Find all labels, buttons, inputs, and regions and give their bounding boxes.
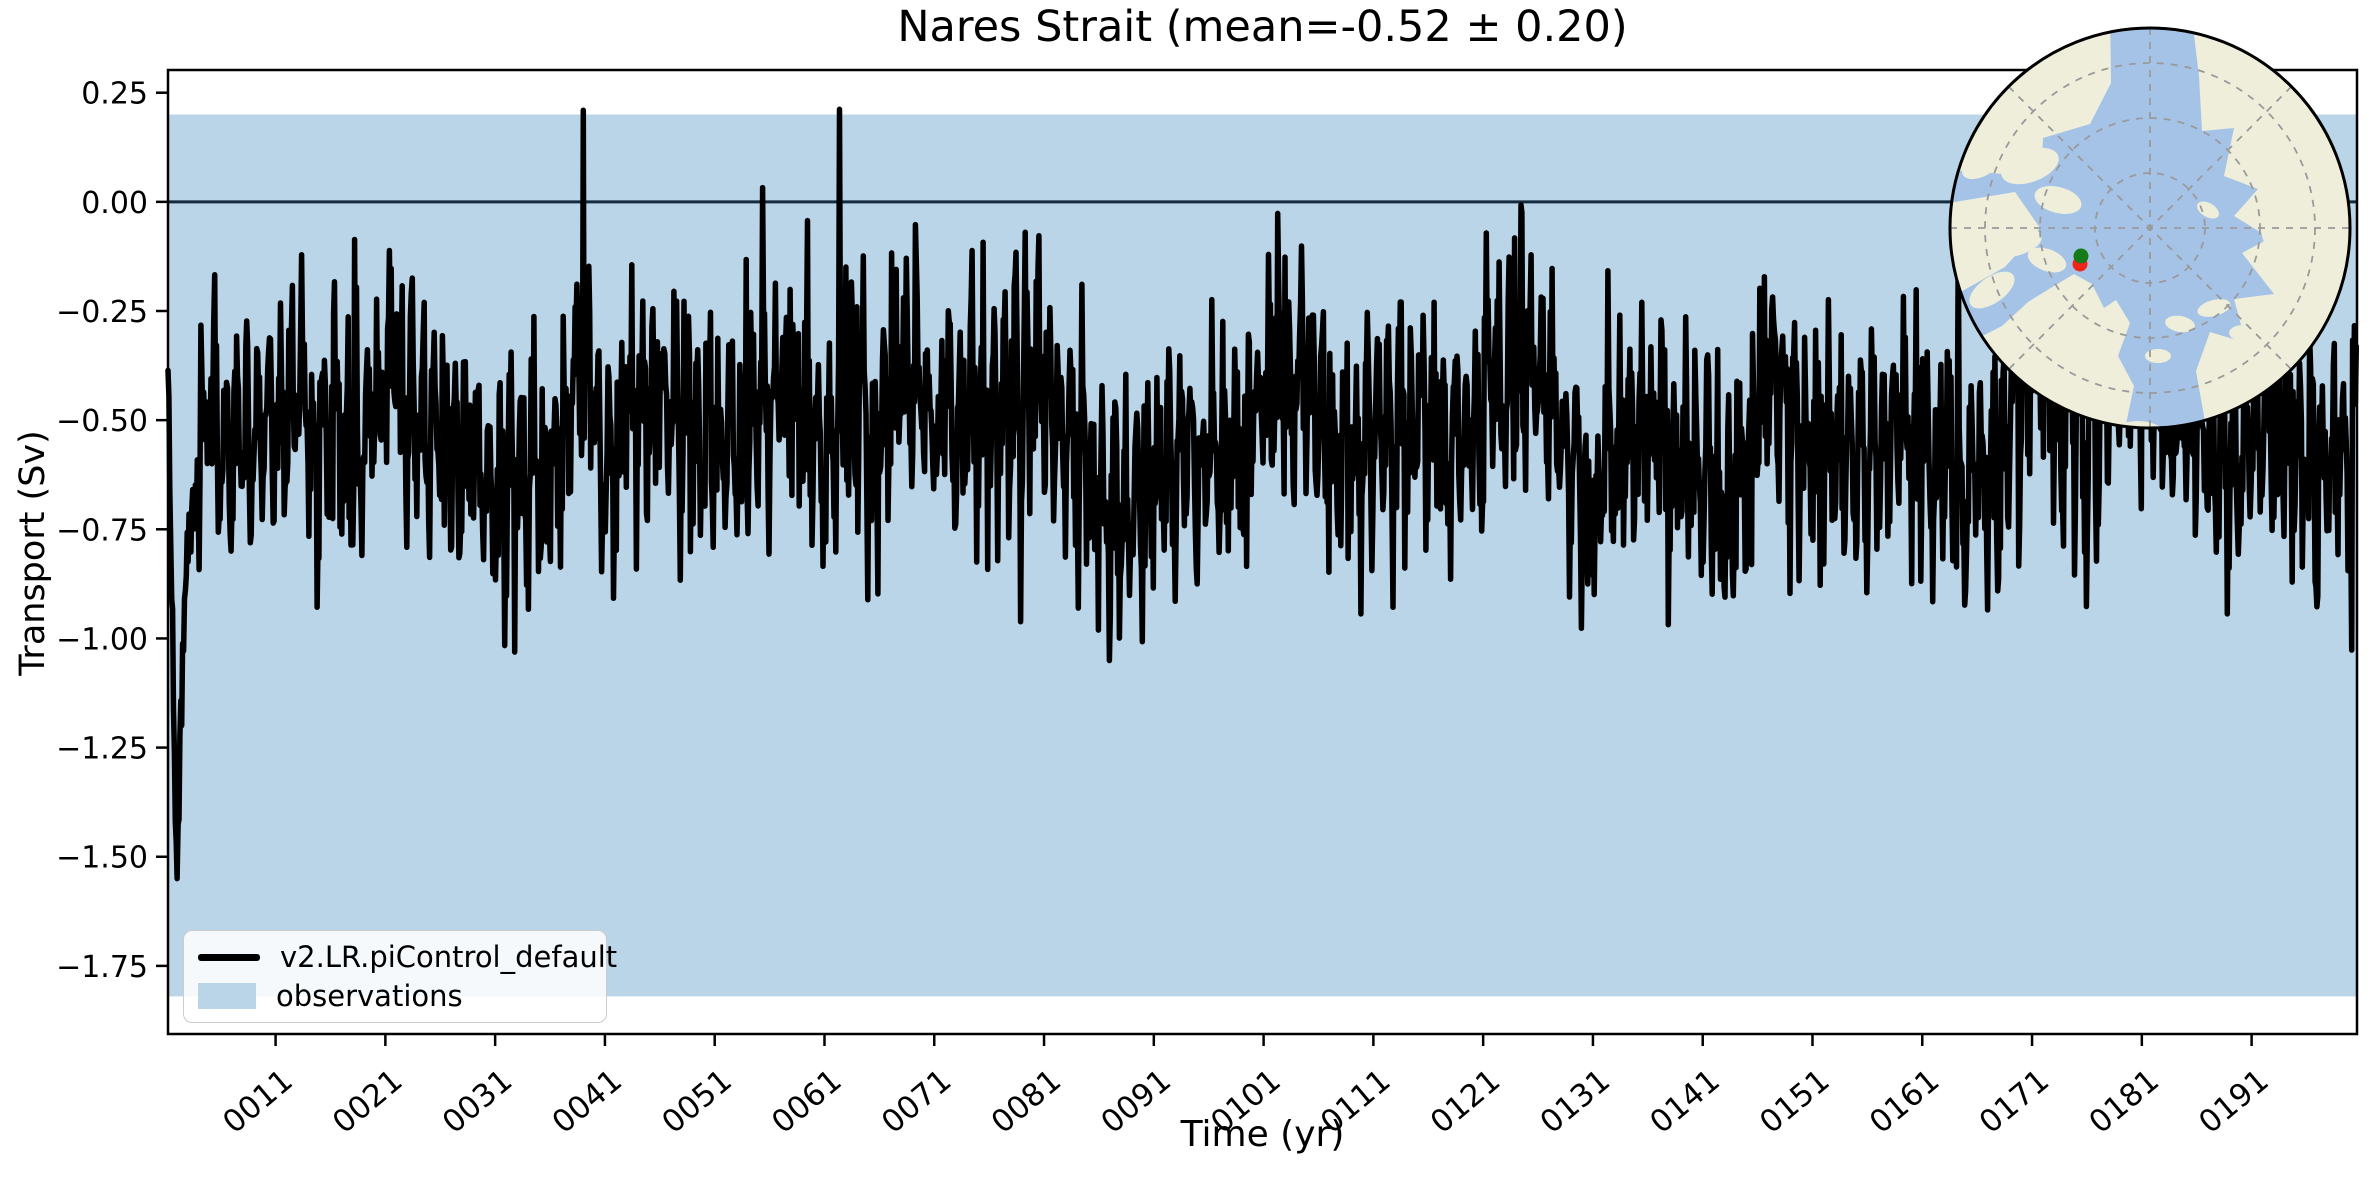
y-tick-label: −0.75 <box>56 513 148 548</box>
y-tick-label: −1.00 <box>56 622 148 657</box>
y-tick-label: 0.25 <box>81 77 148 112</box>
legend: v2.LR.piControl_default observations <box>183 930 617 1023</box>
y-tick-label: −1.25 <box>56 732 148 767</box>
map-frame <box>1948 26 2352 430</box>
section-marker-green <box>2073 248 2089 264</box>
map-island <box>2261 227 2303 289</box>
map-island <box>2001 147 2059 185</box>
y-axis-label: Transport (Sv) <box>13 430 53 676</box>
observations-swatch <box>198 983 256 1009</box>
legend-label-observations: observations <box>276 979 463 1013</box>
x-axis-label: Time (yr) <box>1180 1114 1345 1155</box>
map-island <box>2197 299 2231 317</box>
map-island <box>2229 324 2265 344</box>
y-tick-label: −0.25 <box>56 295 148 330</box>
map-island <box>1978 226 2042 258</box>
model-timeseries-path <box>165 106 2360 882</box>
map-island <box>2027 247 2067 273</box>
y-tick-label: −1.75 <box>56 950 148 985</box>
legend-item-model: v2.LR.piControl_default <box>198 940 617 974</box>
y-tick-label: −0.50 <box>56 404 148 439</box>
map-island <box>2145 349 2171 363</box>
map-land <box>1955 274 2134 428</box>
graticule-meridian <box>2007 85 2293 371</box>
legend-item-observations: observations <box>198 979 592 1013</box>
map-island <box>1969 271 2015 309</box>
y-tick-label: −1.50 <box>56 841 148 876</box>
map-island <box>1962 148 2002 180</box>
legend-label-model: v2.LR.piControl_default <box>280 940 618 974</box>
map-land <box>1950 192 2040 307</box>
y-tick-label: 0.00 <box>81 186 148 221</box>
map-island <box>2197 201 2219 219</box>
inset-map <box>1950 28 2350 428</box>
map-island <box>2165 315 2195 333</box>
chart-title: Nares Strait (mean=-0.52 ± 0.20) <box>897 2 1628 52</box>
model-line-swatch <box>198 953 260 961</box>
